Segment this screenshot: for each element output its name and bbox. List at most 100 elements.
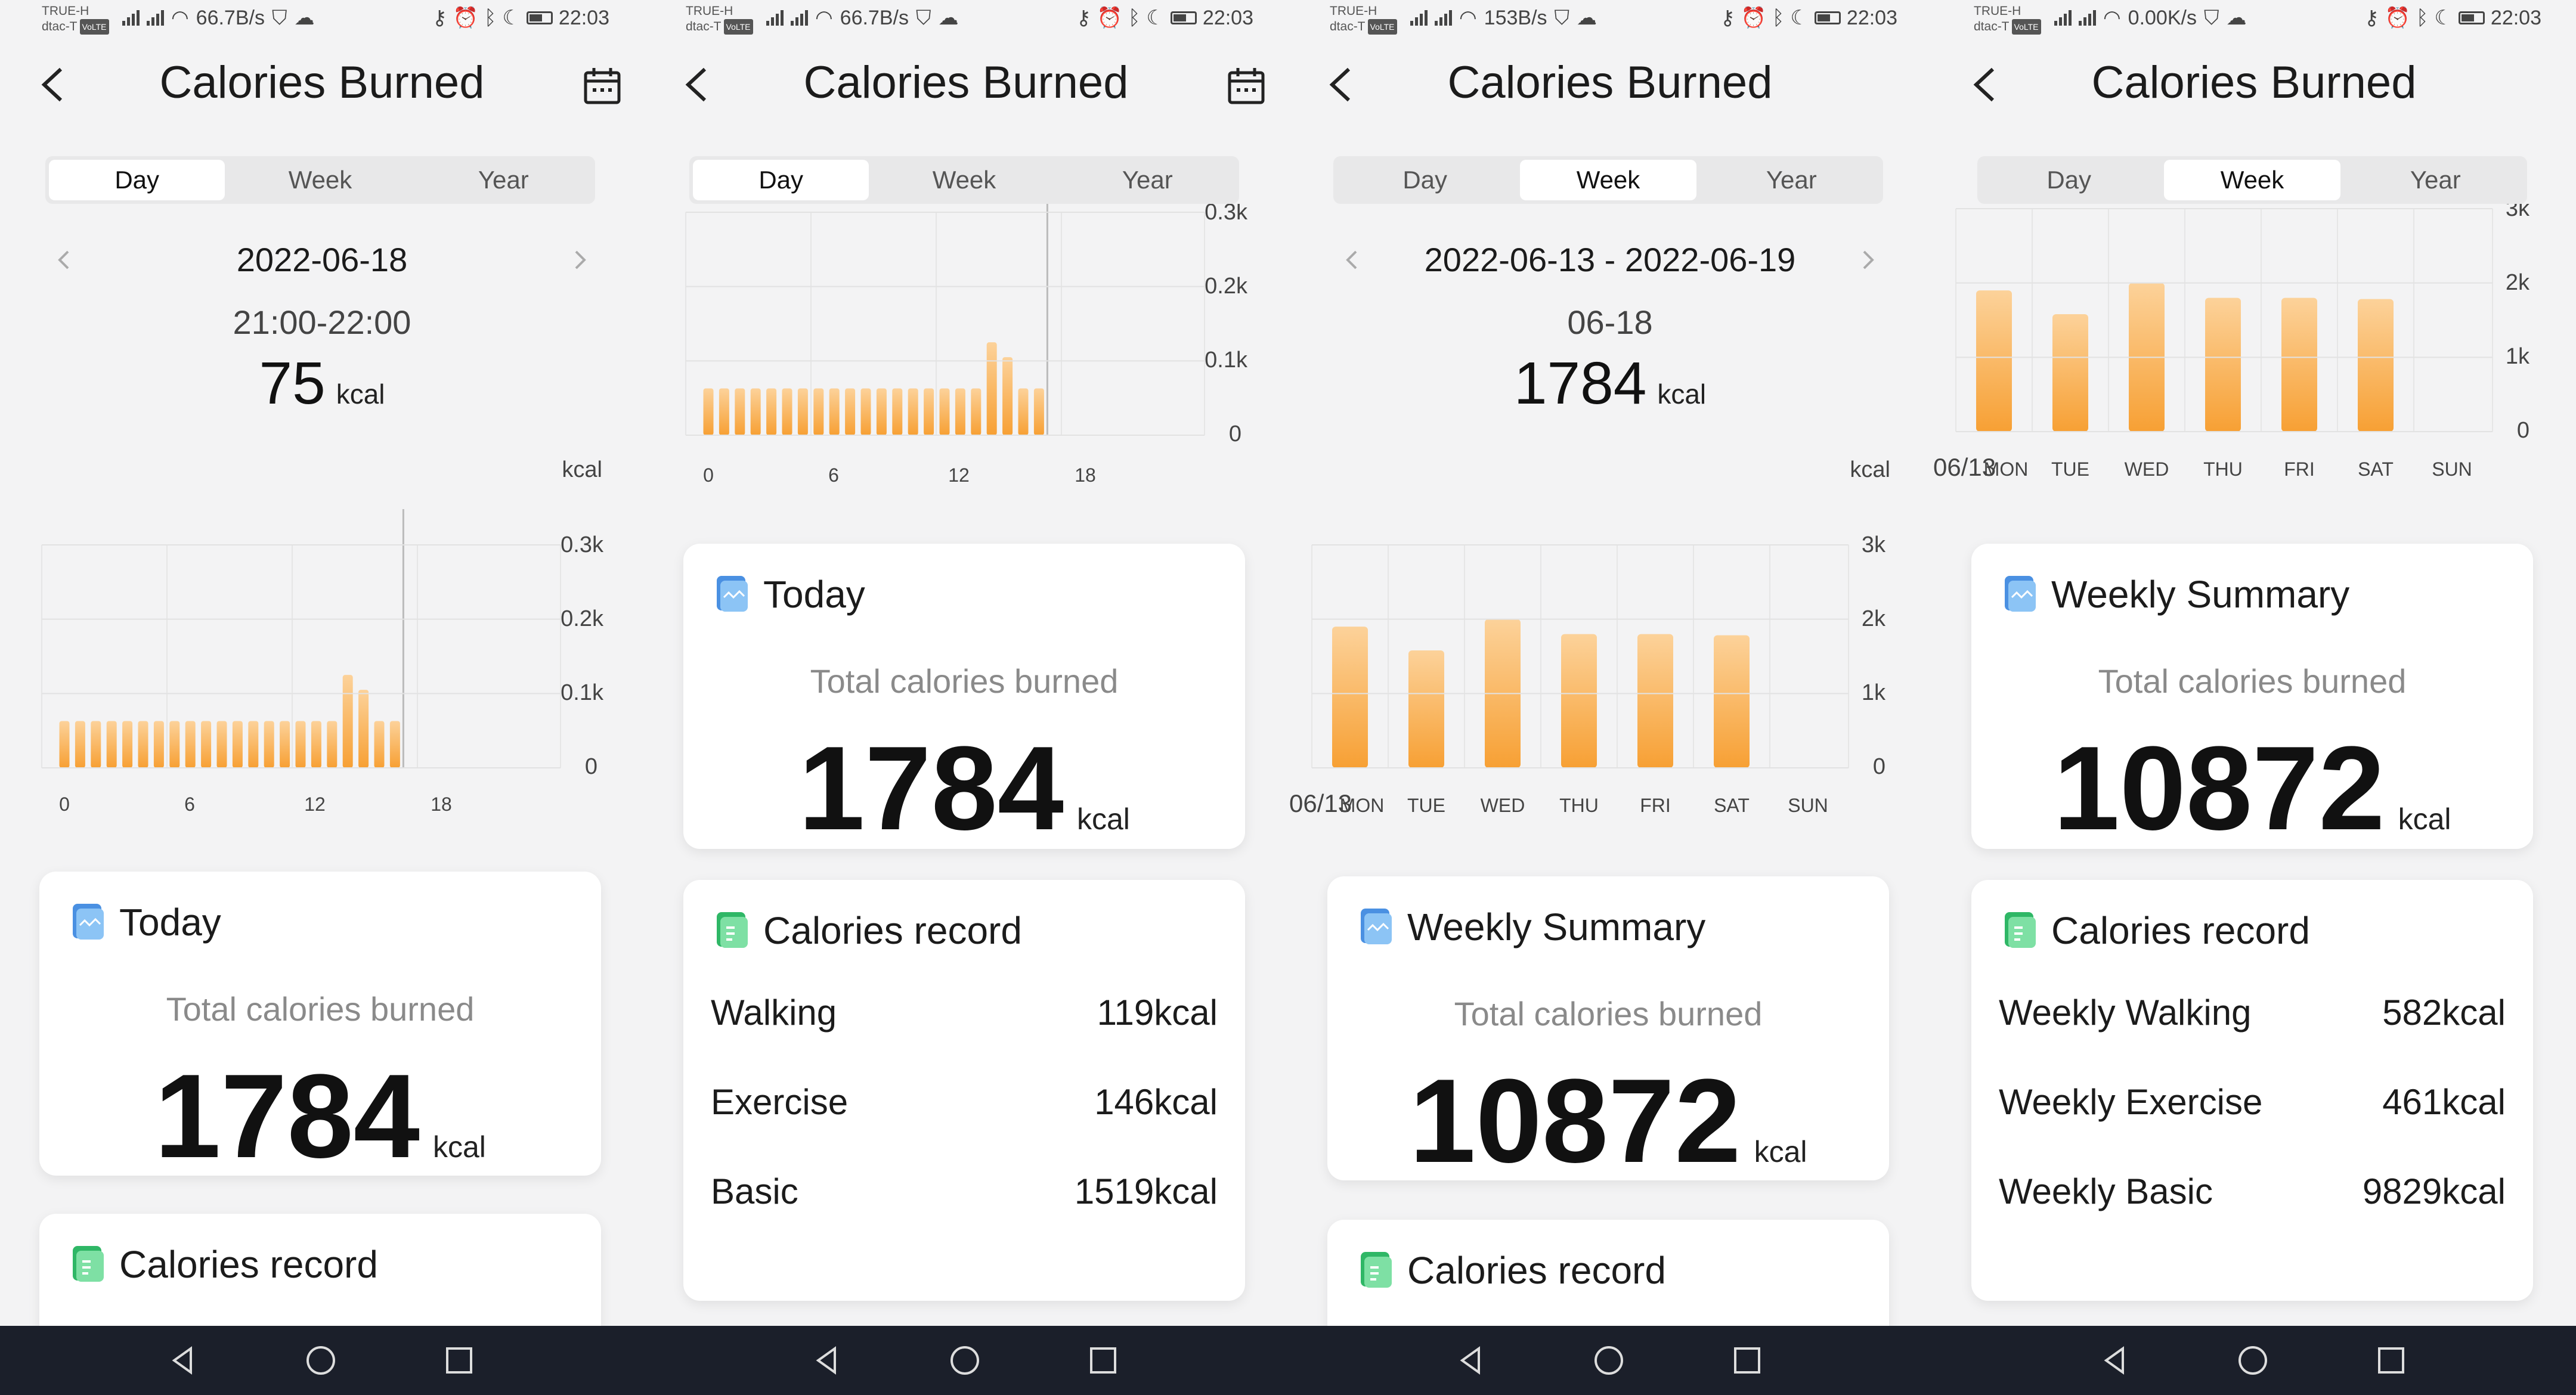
nav-back-icon[interactable] [1455,1344,1488,1377]
chart-bar[interactable] [860,388,871,435]
chart-bar[interactable] [782,388,792,435]
nav-recent-icon[interactable] [1730,1344,1764,1377]
tab-year[interactable]: Year [478,166,529,194]
tab-week[interactable]: Week [288,166,352,194]
hourly-chart[interactable]: kcal 0.3k 0.2k 0.1k 0 0 6 12 18 [0,453,644,823]
chart-bar[interactable] [892,388,903,435]
chart-bar[interactable] [2052,314,2088,432]
chart-bar[interactable] [153,721,164,768]
nav-recent-icon[interactable] [442,1344,476,1377]
chart-bar[interactable] [750,388,761,435]
chart-bar[interactable] [75,721,85,768]
back-icon[interactable] [1318,61,1366,108]
chart-bar[interactable] [106,721,117,768]
prev-week-icon[interactable] [1338,246,1367,274]
screen-week-view: TRUE-H dtac-T VoLTE ◠ 153B/s ⛉ ☁ ⚷ ⏰ ᛒ ☾ … [1288,0,1932,1395]
hourly-chart[interactable]: 0.3k 0.2k 0.1k 0 0 6 12 18 [644,204,1288,502]
chart-bar[interactable] [1561,634,1597,768]
system-nav-bar [0,1326,644,1395]
chart-bar[interactable] [248,721,259,768]
chart-bar[interactable] [2281,297,2317,432]
chart-bar[interactable] [327,721,338,768]
nav-back-icon[interactable] [811,1344,844,1377]
calendar-icon[interactable] [578,62,626,110]
calendar-icon[interactable] [1222,62,1270,110]
back-icon[interactable] [1962,61,2010,108]
chart-bar[interactable] [91,721,101,768]
chart-bar[interactable] [1033,388,1044,435]
chart-bar[interactable] [908,388,918,435]
chart-bar[interactable] [201,721,212,768]
chart-bar[interactable] [797,388,808,435]
chart-bar[interactable] [169,721,180,768]
weekly-chart[interactable]: 3k 2k 1k 0 06/13 MON TUE WED THU FRI SAT SUN [1932,204,2576,490]
nav-home-icon[interactable] [1592,1344,1626,1377]
tab-week[interactable]: Week [1520,160,1696,200]
tab-year[interactable]: Year [1766,166,1817,194]
tab-day[interactable]: Day [49,160,225,200]
chart-bar[interactable] [358,690,369,768]
tab-year[interactable]: Year [1122,166,1173,194]
nav-back-icon[interactable] [167,1344,200,1377]
tab-day[interactable]: Day [2046,166,2092,194]
chart-bar[interactable] [1332,627,1368,768]
chart-bar[interactable] [2205,297,2241,432]
record-row-basic: Basic 1519kcal [711,1171,1218,1211]
carrier-label: TRUE-H dtac-T VoLTE [1330,4,1397,35]
chart-bar[interactable] [845,388,856,435]
chart-bar[interactable] [216,721,227,768]
nav-recent-icon[interactable] [2374,1344,2408,1377]
shield-icon: ⛉ [271,6,287,29]
chart-bar[interactable] [138,721,148,768]
nav-back-icon[interactable] [2099,1344,2132,1377]
tab-day[interactable]: Day [693,160,869,200]
chart-bar[interactable] [342,675,353,768]
chart-bar[interactable] [264,721,274,768]
chart-bar[interactable] [766,388,777,435]
nav-home-icon[interactable] [2236,1344,2270,1377]
chart-bar[interactable] [939,388,950,435]
chart-bar[interactable] [59,721,70,768]
chart-bar[interactable] [1002,357,1013,435]
chart-bar[interactable] [122,721,133,768]
chart-bar[interactable] [876,388,887,435]
back-icon[interactable] [30,61,78,108]
signal-icon [147,10,164,26]
x-tick: 0 [59,793,70,815]
next-date-icon[interactable] [565,246,594,274]
chart-bar[interactable] [311,721,321,768]
nav-home-icon[interactable] [304,1344,338,1377]
chart-bar[interactable] [280,721,290,768]
chart-bar[interactable] [813,388,824,435]
chart-bar[interactable] [1714,635,1750,768]
nav-recent-icon[interactable] [1086,1344,1120,1377]
chart-bar[interactable] [389,721,400,768]
chart-bar[interactable] [2358,299,2394,432]
chart-bar[interactable] [829,388,840,435]
chart-bar[interactable] [374,721,385,768]
back-icon[interactable] [674,61,722,108]
prev-date-icon[interactable] [50,246,79,274]
tab-day[interactable]: Day [1402,166,1448,194]
chart-bar[interactable] [232,721,243,768]
x-tick: SAT [1714,795,1750,816]
tab-week[interactable]: Week [932,166,996,194]
chart-bar[interactable] [955,388,965,435]
chart-bar[interactable] [1018,388,1029,435]
chart-bar[interactable] [185,721,196,768]
chart-bar[interactable] [924,388,934,435]
chart-bar[interactable] [735,388,745,435]
chart-bar[interactable] [1408,650,1444,768]
chart-bar[interactable] [986,342,997,435]
next-week-icon[interactable] [1853,246,1882,274]
chart-bar[interactable] [1637,634,1673,768]
chart-bar[interactable] [971,388,982,435]
chart-bar[interactable] [703,388,714,435]
tab-year[interactable]: Year [2410,166,2461,194]
chart-bar[interactable] [1976,290,2012,432]
weekly-chart[interactable]: kcal 3k 2k 1k 0 06/13 MON TUE WED THU FRI SAT… [1288,453,1932,823]
nav-home-icon[interactable] [948,1344,982,1377]
chart-bar[interactable] [295,721,306,768]
chart-bar[interactable] [719,388,729,435]
tab-week[interactable]: Week [2164,160,2340,200]
